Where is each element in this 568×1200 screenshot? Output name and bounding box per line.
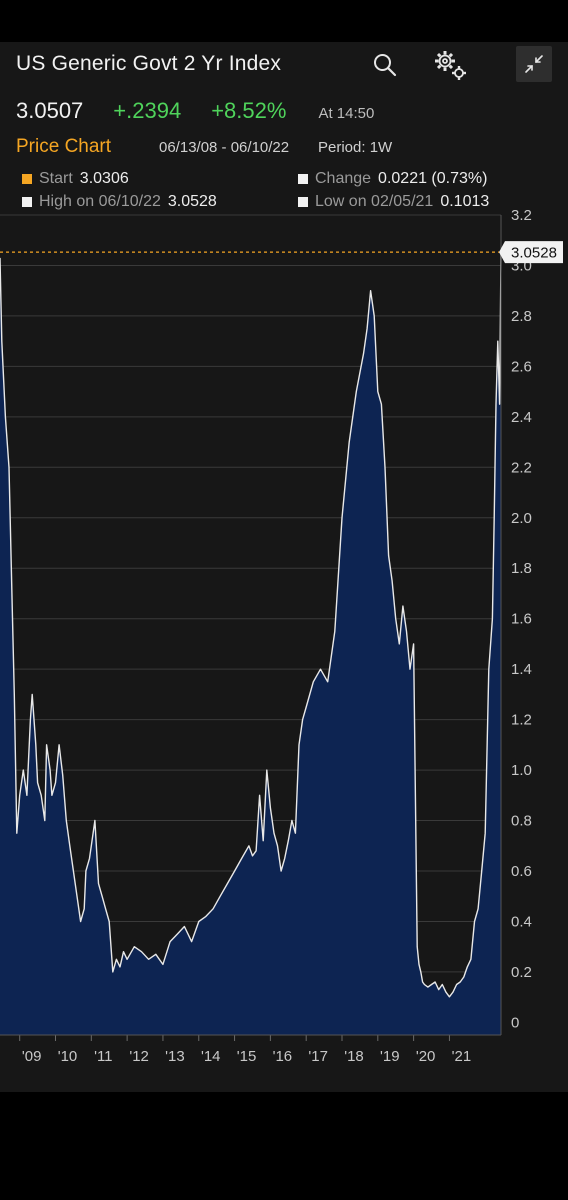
security-title: US Generic Govt 2 Yr Index — [16, 52, 281, 76]
y-tick-label: 2.0 — [511, 510, 532, 527]
x-tick-label: '20 — [416, 1048, 436, 1065]
y-tick-label: 0.4 — [511, 913, 532, 930]
y-tick-label: 0 — [511, 1014, 519, 1031]
y-tick-label: 1.4 — [511, 661, 532, 678]
x-tick-label: '14 — [201, 1048, 221, 1065]
high-marker-label: 3.0528 — [511, 245, 557, 262]
x-tick-label: '12 — [129, 1048, 149, 1065]
start-value: 3.0306 — [80, 170, 129, 188]
price-chart[interactable]: 0 0.2 0.4 0.6 0.8 1.0 1.2 1.4 1.6 1.8 2.0 2.2 2.4 2.6… — [0, 205, 568, 1070]
status-bar — [0, 0, 568, 42]
y-tick-label: 2.6 — [511, 358, 532, 375]
x-tick-label: '18 — [344, 1048, 364, 1065]
x-tick-label: '17 — [308, 1048, 328, 1065]
y-tick-label: 1.6 — [511, 611, 532, 628]
y-tick-label: 2.8 — [511, 308, 532, 325]
start-legend-marker — [22, 174, 32, 184]
y-tick-label: 2.4 — [511, 409, 532, 426]
y-tick-label: 0.8 — [511, 813, 532, 830]
gear-icon — [431, 47, 471, 83]
last-price: 3.0507 — [16, 98, 83, 124]
collapse-icon — [523, 53, 545, 75]
change-value: 0.0221 (0.73%) — [378, 170, 487, 188]
y-tick-label: 1.2 — [511, 712, 532, 729]
y-tick-label: 0.6 — [511, 863, 532, 880]
settings-button[interactable] — [430, 46, 472, 84]
net-change: +.2394 — [113, 98, 181, 124]
series-area — [0, 253, 501, 1035]
collapse-button[interactable] — [516, 46, 552, 82]
x-tick-label: '09 — [22, 1048, 42, 1065]
x-tick-label: '13 — [165, 1048, 185, 1065]
y-tick-label: 0.2 — [511, 964, 532, 981]
x-tick-label: '10 — [58, 1048, 78, 1065]
x-tick-label: '21 — [452, 1048, 472, 1065]
start-label: Start — [39, 170, 73, 188]
stat-change: Change 0.0221 (0.73%) — [298, 170, 487, 188]
y-tick-label: 1.0 — [511, 762, 532, 779]
x-tick-label: '19 — [380, 1048, 400, 1065]
quote-time: At 14:50 — [318, 105, 374, 122]
y-tick-label: 1.8 — [511, 560, 532, 577]
price-summary: 3.0507 +.2394 +8.52% At 14:50 — [16, 98, 374, 126]
percent-change: +8.52% — [211, 98, 286, 124]
change-legend-marker — [298, 174, 308, 184]
price-chart-tab[interactable]: Price Chart — [16, 136, 111, 158]
x-tick-label: '11 — [94, 1048, 112, 1065]
change-label: Change — [315, 170, 371, 188]
search-icon — [372, 52, 398, 78]
x-tick-label: '15 — [237, 1048, 257, 1065]
search-button[interactable] — [368, 48, 402, 82]
x-tick-label: '16 — [273, 1048, 293, 1065]
period-selector[interactable]: Period: 1W — [318, 139, 392, 156]
date-range[interactable]: 06/13/08 - 06/10/22 — [159, 139, 289, 156]
y-tick-label: 2.2 — [511, 459, 532, 476]
stat-start: Start 3.0306 — [22, 170, 129, 188]
y-tick-label: 3.2 — [511, 207, 532, 224]
navigation-area — [0, 1092, 568, 1200]
